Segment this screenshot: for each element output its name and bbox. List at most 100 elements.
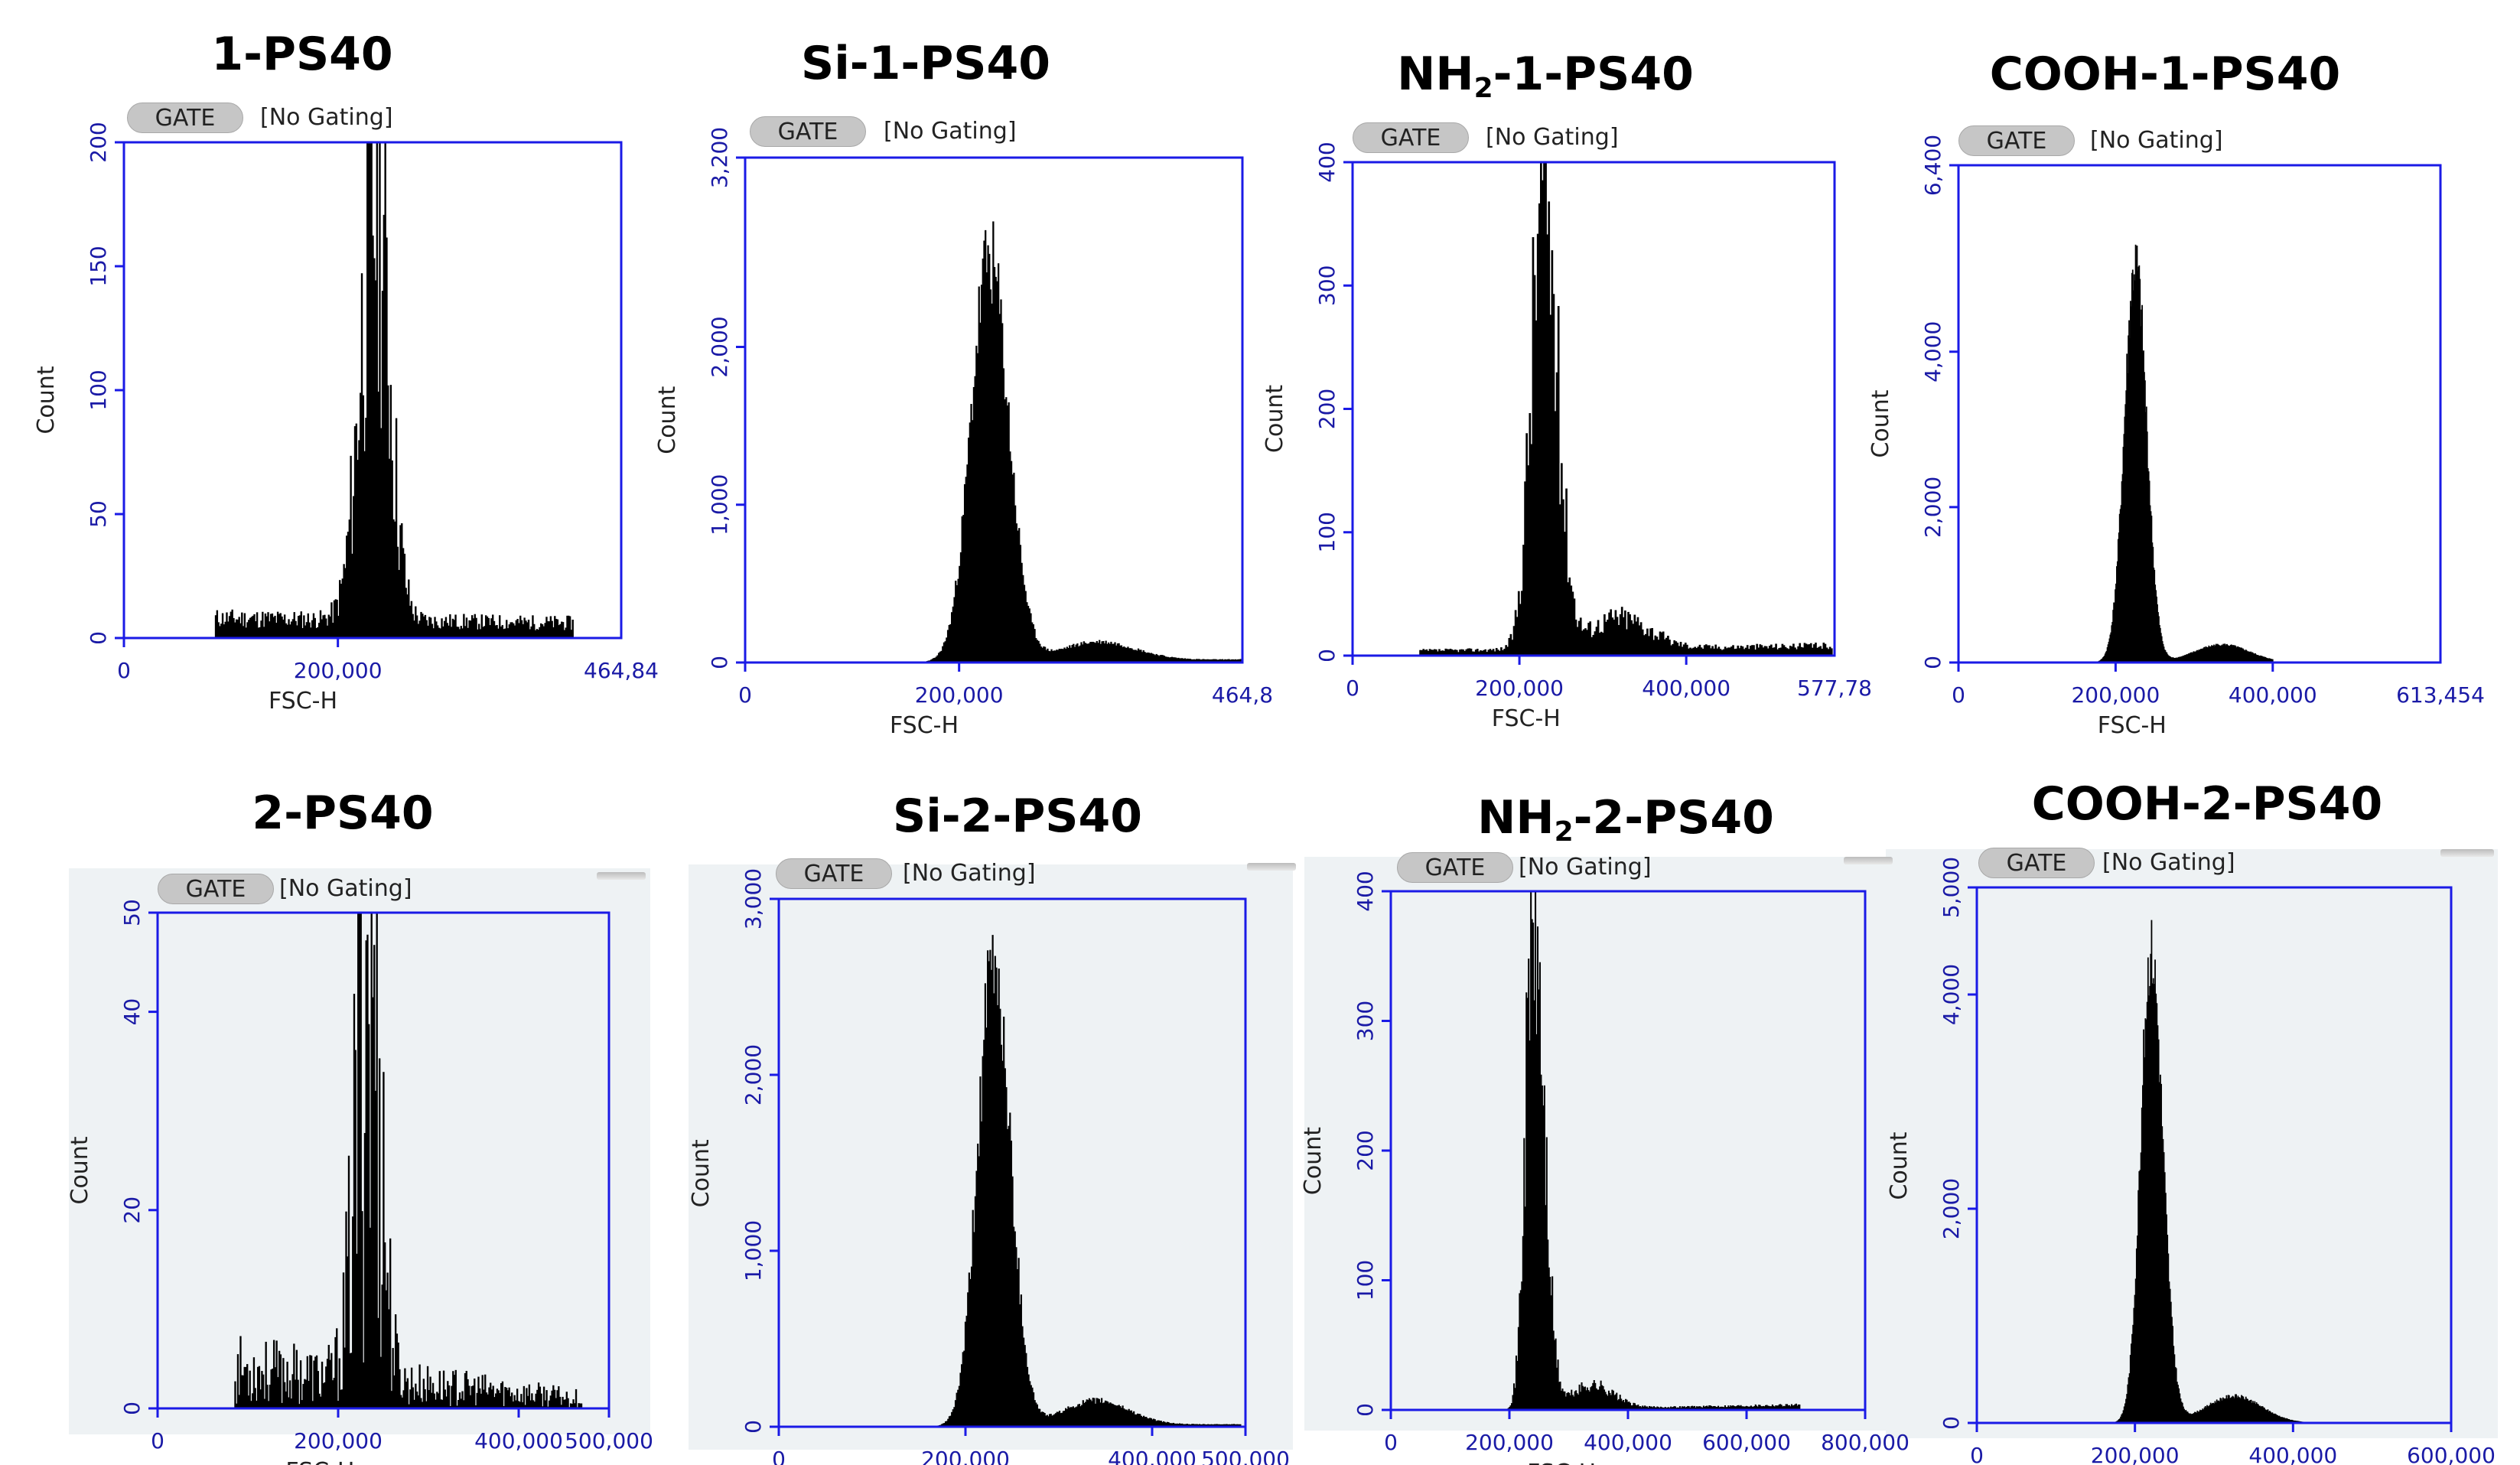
histogram-bar xyxy=(547,621,549,638)
histogram-bar xyxy=(2156,596,2157,663)
y-tick-label: 3,000 xyxy=(741,868,766,929)
histogram-bar xyxy=(1784,646,1787,656)
gate-button[interactable]: GATE xyxy=(1958,125,2075,156)
histogram-bar xyxy=(508,1387,510,1408)
histogram-bar xyxy=(2255,654,2257,663)
histogram-bar xyxy=(952,1409,954,1427)
histogram-bar xyxy=(1710,648,1712,656)
histogram-bar xyxy=(1517,591,1520,656)
histogram-bar xyxy=(2112,610,2115,663)
y-tick-label: 40 xyxy=(119,998,145,1026)
histogram-bar xyxy=(2265,657,2268,663)
histogram-bar xyxy=(2253,1403,2255,1423)
histogram-bar xyxy=(479,629,482,638)
histogram-bar xyxy=(1688,1406,1690,1410)
histogram-bar xyxy=(219,626,221,638)
histogram-bar xyxy=(961,1364,963,1427)
histogram-bar xyxy=(1648,636,1650,656)
histogram-bar xyxy=(1716,1407,1718,1410)
histogram-bar xyxy=(1035,1402,1037,1427)
histogram-bar xyxy=(315,627,317,638)
histogram-bar xyxy=(2203,1407,2206,1423)
plot-frame xyxy=(1389,890,1867,1411)
histogram-bar xyxy=(2189,653,2191,663)
histogram-bar xyxy=(1027,605,1030,663)
gate-button[interactable]: GATE xyxy=(158,874,274,904)
histogram-bar xyxy=(1603,614,1606,656)
histogram-bar xyxy=(432,628,435,638)
histogram-bar xyxy=(2210,646,2212,663)
gate-button[interactable]: GATE xyxy=(776,858,892,889)
histogram-bar xyxy=(1747,1406,1750,1410)
histogram-bar xyxy=(580,1403,583,1408)
histogram-bar xyxy=(1161,1421,1164,1427)
histogram-bar xyxy=(2183,655,2185,663)
histogram-bar xyxy=(2245,650,2248,663)
histogram-bar xyxy=(1211,1424,1213,1427)
histogram-bar xyxy=(1584,628,1587,656)
histogram-bar xyxy=(946,1421,948,1427)
histogram-bar xyxy=(1766,648,1770,656)
gate-button[interactable]: GATE xyxy=(1397,852,1513,883)
histogram-bar xyxy=(399,525,402,638)
histogram-bar xyxy=(2258,656,2261,663)
histogram-bar xyxy=(330,1353,333,1408)
histogram-bar xyxy=(933,658,935,663)
histogram-bar xyxy=(349,1353,351,1408)
histogram-bar xyxy=(1228,659,1230,663)
histogram-bar xyxy=(1236,1424,1238,1427)
histogram-bar xyxy=(1633,1403,1636,1410)
histogram-bar xyxy=(1193,659,1195,663)
histogram-bar xyxy=(2270,1411,2271,1423)
histogram-bar xyxy=(2255,653,2256,663)
histogram-bar xyxy=(2136,246,2138,663)
histogram-bar xyxy=(2146,431,2148,663)
histogram-bar xyxy=(408,1404,410,1408)
histogram-bar xyxy=(487,1394,489,1408)
histogram-bar xyxy=(2172,1326,2173,1423)
histogram-bar xyxy=(530,626,532,638)
histogram-bar xyxy=(1713,648,1715,656)
histogram-bar xyxy=(1545,1205,1547,1410)
histogram-bar xyxy=(350,455,352,638)
histogram-bar xyxy=(1151,1419,1154,1427)
histogram-bar xyxy=(2124,416,2126,663)
histogram-bar xyxy=(1776,649,1779,656)
histogram-bar xyxy=(265,1341,267,1408)
histogram-bar xyxy=(370,913,373,1408)
panel-title: COOH-1-PS40 xyxy=(1989,47,2341,101)
histogram-bar xyxy=(1437,651,1439,656)
histogram-bar xyxy=(2289,1419,2291,1423)
histogram-bar xyxy=(1210,1424,1212,1427)
histogram-bar xyxy=(2237,646,2239,663)
histogram-bar xyxy=(341,1389,343,1408)
histogram-bar xyxy=(1703,645,1706,656)
gate-button[interactable]: GATE xyxy=(127,103,243,133)
gate-button[interactable]: GATE xyxy=(750,116,866,147)
histogram-bar xyxy=(2230,644,2232,663)
histogram-bar xyxy=(1090,641,1093,663)
gate-button[interactable]: GATE xyxy=(1978,848,2095,878)
histogram-bar xyxy=(2269,658,2271,663)
histogram-bar xyxy=(1238,659,1241,663)
histogram-bar xyxy=(558,1386,560,1408)
histogram-bar xyxy=(1076,643,1079,663)
histogram-bar xyxy=(2137,1190,2140,1423)
histogram-bar xyxy=(461,1391,464,1408)
histogram-bar xyxy=(422,614,424,638)
histogram-bar xyxy=(1077,1404,1079,1427)
histogram-bar xyxy=(241,1375,243,1408)
histogram-bar xyxy=(1175,1423,1177,1427)
y-tick-label: 300 xyxy=(1314,265,1340,306)
histogram-bar xyxy=(474,1379,476,1408)
histogram-bar xyxy=(2223,1398,2225,1423)
histogram-bar xyxy=(1760,1406,1763,1410)
gate-button[interactable]: GATE xyxy=(1353,122,1469,153)
histogram-bar xyxy=(1815,643,1817,656)
histogram-bar xyxy=(2181,1402,2183,1423)
histogram-bar xyxy=(275,1340,278,1408)
histogram-bar xyxy=(1500,647,1503,656)
histogram-bar xyxy=(489,625,491,638)
histogram-bar xyxy=(1560,1390,1563,1410)
histogram-bar xyxy=(290,621,293,638)
